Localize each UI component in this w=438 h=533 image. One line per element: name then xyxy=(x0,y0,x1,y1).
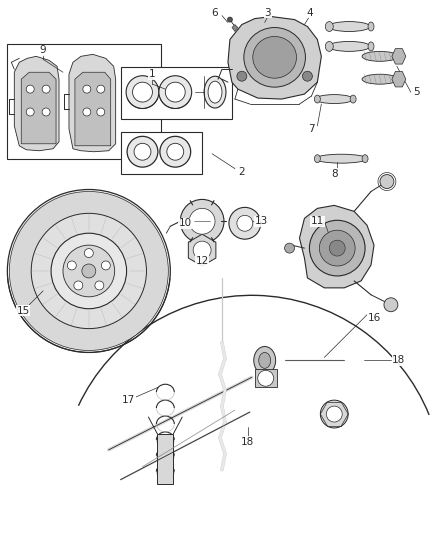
Circle shape xyxy=(95,281,104,290)
Ellipse shape xyxy=(244,28,305,87)
Circle shape xyxy=(26,108,34,116)
Ellipse shape xyxy=(368,42,374,51)
Circle shape xyxy=(83,108,91,116)
Circle shape xyxy=(42,85,50,93)
Circle shape xyxy=(160,136,191,167)
Text: 1: 1 xyxy=(149,69,156,79)
Circle shape xyxy=(329,240,345,256)
Ellipse shape xyxy=(314,95,320,103)
Circle shape xyxy=(42,108,50,116)
Text: 18: 18 xyxy=(241,437,254,447)
Circle shape xyxy=(67,261,76,270)
Ellipse shape xyxy=(314,155,320,163)
Ellipse shape xyxy=(208,81,222,103)
Bar xyxy=(7,44,161,159)
Circle shape xyxy=(31,213,146,329)
Polygon shape xyxy=(228,17,321,99)
Ellipse shape xyxy=(254,346,276,374)
Circle shape xyxy=(227,17,233,22)
Circle shape xyxy=(134,143,151,160)
Circle shape xyxy=(165,82,185,102)
Polygon shape xyxy=(232,25,238,31)
Circle shape xyxy=(127,136,158,167)
Circle shape xyxy=(7,190,170,352)
Circle shape xyxy=(229,207,261,239)
Circle shape xyxy=(285,243,294,253)
Circle shape xyxy=(85,248,93,257)
Circle shape xyxy=(258,370,274,386)
Circle shape xyxy=(237,215,253,231)
Ellipse shape xyxy=(325,42,333,51)
Text: 4: 4 xyxy=(306,7,313,18)
Text: 11: 11 xyxy=(311,216,324,227)
Text: 15: 15 xyxy=(17,306,30,316)
Circle shape xyxy=(180,199,224,243)
Bar xyxy=(120,132,202,174)
Ellipse shape xyxy=(325,21,333,31)
Circle shape xyxy=(237,71,247,81)
Circle shape xyxy=(309,220,365,276)
Circle shape xyxy=(320,400,348,428)
Polygon shape xyxy=(392,71,406,87)
Bar xyxy=(120,67,232,119)
Circle shape xyxy=(167,143,184,160)
Circle shape xyxy=(97,108,105,116)
Circle shape xyxy=(189,208,215,234)
Circle shape xyxy=(97,85,105,93)
Polygon shape xyxy=(69,54,116,152)
Polygon shape xyxy=(75,72,111,146)
Circle shape xyxy=(384,298,398,312)
Circle shape xyxy=(193,241,211,259)
Circle shape xyxy=(101,261,110,270)
Text: 3: 3 xyxy=(265,7,271,18)
Circle shape xyxy=(133,82,152,102)
Polygon shape xyxy=(392,49,406,64)
Circle shape xyxy=(319,230,355,266)
Text: 17: 17 xyxy=(122,395,135,405)
Polygon shape xyxy=(21,72,56,144)
Ellipse shape xyxy=(259,352,271,368)
Polygon shape xyxy=(188,234,216,266)
Polygon shape xyxy=(300,205,374,288)
Text: 2: 2 xyxy=(239,167,245,176)
Circle shape xyxy=(82,264,96,278)
Text: 16: 16 xyxy=(367,313,381,322)
Text: 18: 18 xyxy=(392,356,406,366)
Text: 13: 13 xyxy=(255,216,268,227)
Bar xyxy=(157,434,173,483)
Circle shape xyxy=(83,85,91,93)
Text: 6: 6 xyxy=(212,7,218,18)
Ellipse shape xyxy=(315,94,353,103)
Circle shape xyxy=(9,191,168,351)
Circle shape xyxy=(380,175,394,189)
Text: 7: 7 xyxy=(308,124,315,134)
Circle shape xyxy=(63,245,115,297)
Bar xyxy=(255,369,277,387)
Text: 9: 9 xyxy=(40,45,46,55)
Ellipse shape xyxy=(328,42,370,51)
Ellipse shape xyxy=(368,22,374,31)
Circle shape xyxy=(326,406,342,422)
Ellipse shape xyxy=(362,51,398,61)
Circle shape xyxy=(159,76,192,109)
Text: 5: 5 xyxy=(413,87,420,97)
Ellipse shape xyxy=(362,74,398,84)
Polygon shape xyxy=(14,56,59,151)
Ellipse shape xyxy=(362,155,368,163)
Circle shape xyxy=(26,85,34,93)
Circle shape xyxy=(303,71,312,81)
Ellipse shape xyxy=(204,76,226,108)
Circle shape xyxy=(51,233,127,309)
Text: 8: 8 xyxy=(331,168,338,179)
Ellipse shape xyxy=(350,95,356,103)
Text: 12: 12 xyxy=(195,256,209,266)
Text: 10: 10 xyxy=(179,219,192,228)
Circle shape xyxy=(74,281,83,290)
Ellipse shape xyxy=(315,154,367,163)
Circle shape xyxy=(126,76,159,109)
Ellipse shape xyxy=(328,21,370,31)
Ellipse shape xyxy=(253,36,297,78)
